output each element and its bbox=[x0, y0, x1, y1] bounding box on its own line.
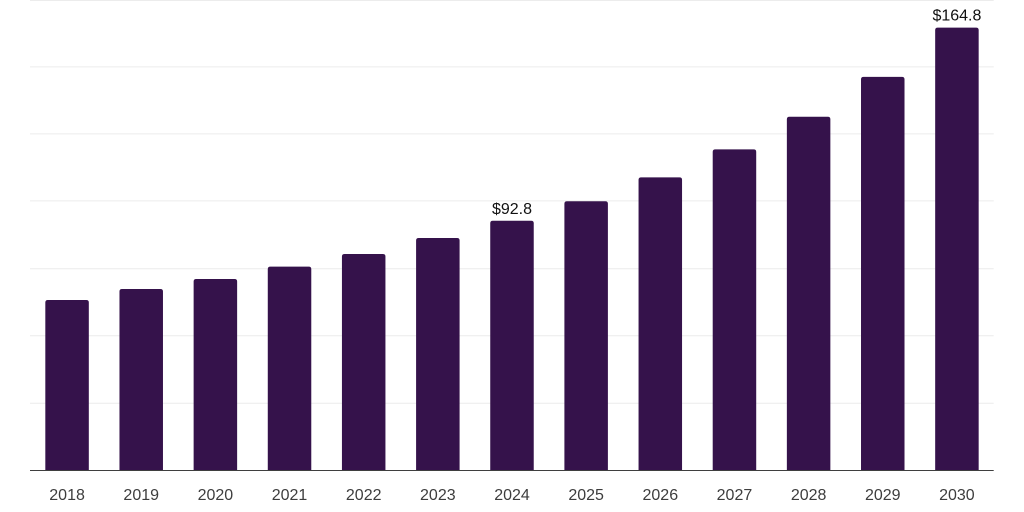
svg-text:2026: 2026 bbox=[643, 487, 679, 504]
svg-text:2019: 2019 bbox=[123, 487, 159, 504]
svg-text:2027: 2027 bbox=[717, 487, 753, 504]
svg-text:2021: 2021 bbox=[272, 487, 308, 504]
svg-text:2024: 2024 bbox=[494, 487, 530, 504]
svg-text:2025: 2025 bbox=[568, 487, 604, 504]
svg-text:2030: 2030 bbox=[939, 487, 975, 504]
svg-text:2028: 2028 bbox=[791, 487, 827, 504]
svg-text:$92.8: $92.8 bbox=[492, 201, 532, 218]
svg-text:2022: 2022 bbox=[346, 487, 382, 504]
svg-text:$164.8: $164.8 bbox=[932, 7, 981, 24]
svg-text:2018: 2018 bbox=[49, 487, 85, 504]
svg-text:2020: 2020 bbox=[198, 487, 234, 504]
svg-text:2023: 2023 bbox=[420, 487, 456, 504]
svg-text:2029: 2029 bbox=[865, 487, 901, 504]
